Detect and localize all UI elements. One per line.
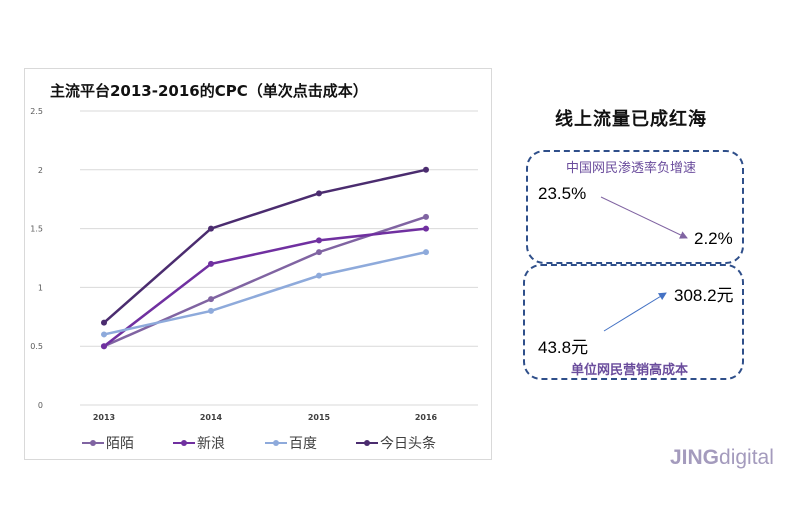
data-point: [101, 343, 107, 350]
decline-arrow: [600, 196, 688, 239]
data-point: [423, 213, 429, 220]
data-point: [208, 225, 214, 232]
series-line: [103, 250, 427, 336]
x-tick-label: 2015: [308, 413, 331, 422]
data-point: [316, 237, 322, 244]
legend-item: 百度: [265, 433, 317, 453]
data-point: [101, 319, 107, 326]
data-point: [316, 190, 322, 197]
chart-container: [24, 68, 492, 460]
data-point: [208, 307, 214, 314]
y-tick-label: 1.5: [30, 225, 43, 234]
legend-label: 陌陌: [106, 436, 134, 452]
x-tick-label: 2016: [415, 413, 438, 422]
y-tick-label: 1: [38, 283, 43, 292]
legend-line-marker-icon: [82, 440, 104, 446]
y-tick-label: 0.5: [30, 342, 43, 351]
legend-label: 今日头条: [380, 436, 436, 452]
data-point: [423, 249, 429, 256]
cost-to-value: 308.2元: [674, 286, 734, 305]
series-line: [103, 168, 427, 324]
data-point: [316, 272, 322, 279]
legend-item: 陌陌: [82, 433, 134, 453]
data-series: [101, 166, 429, 350]
penetration-caption: 中国网民渗透率负增速: [566, 161, 697, 176]
data-point: [208, 260, 214, 267]
y-tick-label: 2: [38, 166, 43, 175]
y-tick-label: 2.5: [30, 107, 43, 116]
cost-box: [523, 264, 744, 380]
chart-title: 主流平台2013-2016的CPC（单次点击成本）: [50, 82, 368, 100]
y-tick-label: 0: [38, 401, 43, 410]
data-point: [423, 225, 429, 232]
x-tick-label: 2013: [93, 413, 115, 422]
legend-line-marker-icon: [173, 440, 195, 446]
jing-digital-logo: JINGdigital: [670, 446, 774, 469]
cost-from-value: 43.8元: [538, 338, 589, 357]
series-line: [103, 227, 427, 348]
side-title: 线上流量已成红海: [555, 109, 707, 130]
gridlines: [80, 110, 478, 406]
data-point: [316, 249, 322, 256]
penetration-box: [526, 150, 744, 264]
data-point: [423, 166, 429, 173]
x-axis-ticks: 2013 2014 2015 2016: [93, 413, 438, 422]
legend-label: 新浪: [197, 436, 225, 452]
y-axis-ticks: 0 0.5 1 1.5 2 2.5: [30, 107, 43, 410]
data-point: [208, 296, 214, 303]
penetration-from-value: 23.5%: [538, 184, 587, 203]
legend-item: 新浪: [173, 433, 225, 453]
legend-label: 百度: [289, 436, 317, 452]
x-tick-label: 2014: [200, 413, 223, 422]
legend-item: 今日头条: [356, 433, 436, 453]
data-point: [101, 331, 107, 338]
legend-line-marker-icon: [265, 440, 287, 446]
penetration-to-value: 2.2%: [694, 229, 733, 248]
increase-arrow: [603, 292, 667, 332]
legend-line-marker-icon: [356, 440, 378, 446]
cost-caption: 单位网民营销高成本: [571, 363, 689, 378]
